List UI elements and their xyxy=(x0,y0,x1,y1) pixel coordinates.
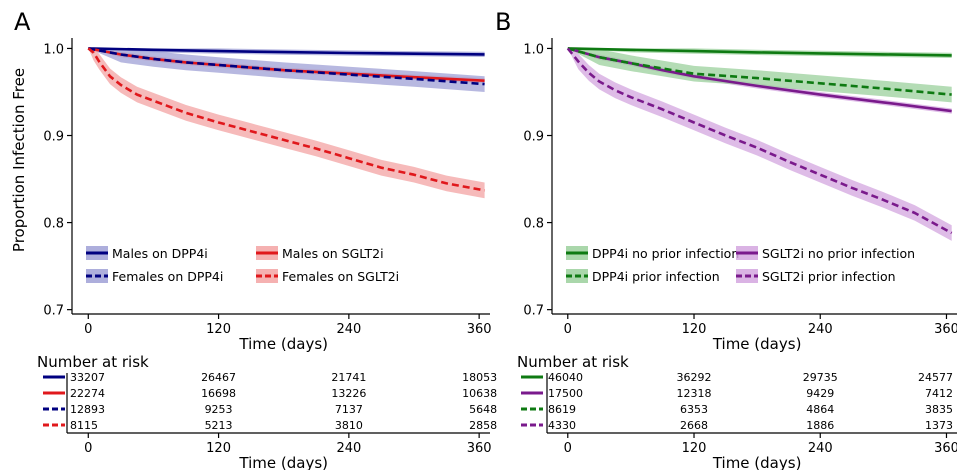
legend-label: Males on SGLT2i xyxy=(282,246,384,261)
risk-x-tick-label: 360 xyxy=(934,441,957,456)
x-tick-label: 360 xyxy=(934,322,957,337)
y-tick-label: 1.0 xyxy=(523,42,544,57)
risk-table-title: Number at risk xyxy=(37,353,149,371)
risk-x-tick-label: 0 xyxy=(84,441,92,456)
risk-count: 4330 xyxy=(548,419,576,432)
legend-label: SGLT2i prior infection xyxy=(762,269,896,284)
ci-band xyxy=(567,48,952,241)
x-tick-label: 240 xyxy=(808,322,833,337)
risk-count: 13226 xyxy=(331,387,366,400)
legend-label: DPP4i no prior infection xyxy=(592,246,739,261)
survival-line xyxy=(567,47,952,96)
panel-a: A 0.7 0.8 0.9 1.0 0 120 240 360 Time (days) Males… xyxy=(14,8,497,472)
risk-count: 9429 xyxy=(806,387,834,400)
survival-line xyxy=(87,47,485,192)
risk-x-tick-label: 120 xyxy=(682,441,707,456)
risk-count: 18053 xyxy=(462,371,497,384)
legend-label: Females on DPP4i xyxy=(112,269,223,284)
x-tick-label: 120 xyxy=(206,322,231,337)
risk-count: 1886 xyxy=(806,419,834,432)
risk-x-tick-label: 240 xyxy=(336,441,361,456)
survival-line xyxy=(88,47,485,86)
risk-count: 2858 xyxy=(469,419,497,432)
y-tick-label: 0.9 xyxy=(523,130,544,145)
risk-count: 24577 xyxy=(918,371,953,384)
risk-count: 8619 xyxy=(548,403,576,416)
ci-band xyxy=(567,48,952,103)
panel-b: B 0.7 0.8 0.9 1.0 0 120 240 360 Time (days) DPP4i… xyxy=(495,8,957,472)
x-tick-label: 360 xyxy=(467,322,492,337)
legend-label: SGLT2i no prior infection xyxy=(762,246,915,261)
panel-b-label: B xyxy=(495,8,511,36)
risk-count: 7412 xyxy=(925,387,953,400)
risk-count: 36292 xyxy=(677,371,712,384)
survival-line xyxy=(567,47,952,113)
x-tick-label: 240 xyxy=(336,322,361,337)
risk-count: 1373 xyxy=(925,419,953,432)
legend-label: DPP4i prior infection xyxy=(592,269,720,284)
risk-count: 7137 xyxy=(335,403,363,416)
risk-count: 6353 xyxy=(680,403,708,416)
y-tick-label: 0.8 xyxy=(523,217,544,232)
risk-count: 16698 xyxy=(201,387,236,400)
x-axis-label: Time (days) xyxy=(712,335,802,353)
risk-count: 26467 xyxy=(201,371,236,384)
x-tick-label: 0 xyxy=(84,322,92,337)
risk-count: 5213 xyxy=(205,419,233,432)
y-tick-label: 1.0 xyxy=(43,42,64,57)
x-tick-label: 0 xyxy=(564,322,572,337)
legend-label: Males on DPP4i xyxy=(112,246,208,261)
y-tick-label: 0.7 xyxy=(43,304,64,319)
y-tick-label: 0.8 xyxy=(43,217,64,232)
risk-count: 33207 xyxy=(70,371,105,384)
y-tick-label: 0.9 xyxy=(43,130,64,145)
y-tick-label: 0.7 xyxy=(523,304,544,319)
risk-count: 17500 xyxy=(548,387,583,400)
risk-count: 3835 xyxy=(925,403,953,416)
risk-x-axis-label: Time (days) xyxy=(238,454,328,470)
risk-count: 3810 xyxy=(335,419,363,432)
x-axis-label: Time (days) xyxy=(238,335,328,353)
risk-count: 4864 xyxy=(806,403,834,416)
risk-table-title: Number at risk xyxy=(517,353,629,371)
risk-count: 46040 xyxy=(548,371,583,384)
x-tick-label: 120 xyxy=(682,322,707,337)
legend-label: Females on SGLT2i xyxy=(282,269,399,284)
risk-x-tick-label: 360 xyxy=(467,441,492,456)
risk-count: 2668 xyxy=(680,419,708,432)
risk-x-axis-label: Time (days) xyxy=(712,454,802,470)
panel-a-label: A xyxy=(14,8,31,36)
risk-count: 10638 xyxy=(462,387,497,400)
survival-line xyxy=(566,47,953,235)
risk-count: 9253 xyxy=(205,403,233,416)
risk-count: 22274 xyxy=(70,387,105,400)
risk-count: 21741 xyxy=(331,371,366,384)
risk-x-tick-label: 240 xyxy=(808,441,833,456)
risk-count: 12318 xyxy=(677,387,712,400)
ci-band xyxy=(567,48,952,114)
survival-line xyxy=(567,47,952,57)
risk-x-tick-label: 120 xyxy=(206,441,231,456)
y-axis-label: Proportion Infection Free xyxy=(10,68,28,252)
risk-count: 12893 xyxy=(70,403,105,416)
risk-x-tick-label: 0 xyxy=(564,441,572,456)
risk-count: 8115 xyxy=(70,419,98,432)
survival-line xyxy=(88,47,485,56)
risk-count: 29735 xyxy=(803,371,838,384)
risk-count: 5648 xyxy=(469,403,497,416)
